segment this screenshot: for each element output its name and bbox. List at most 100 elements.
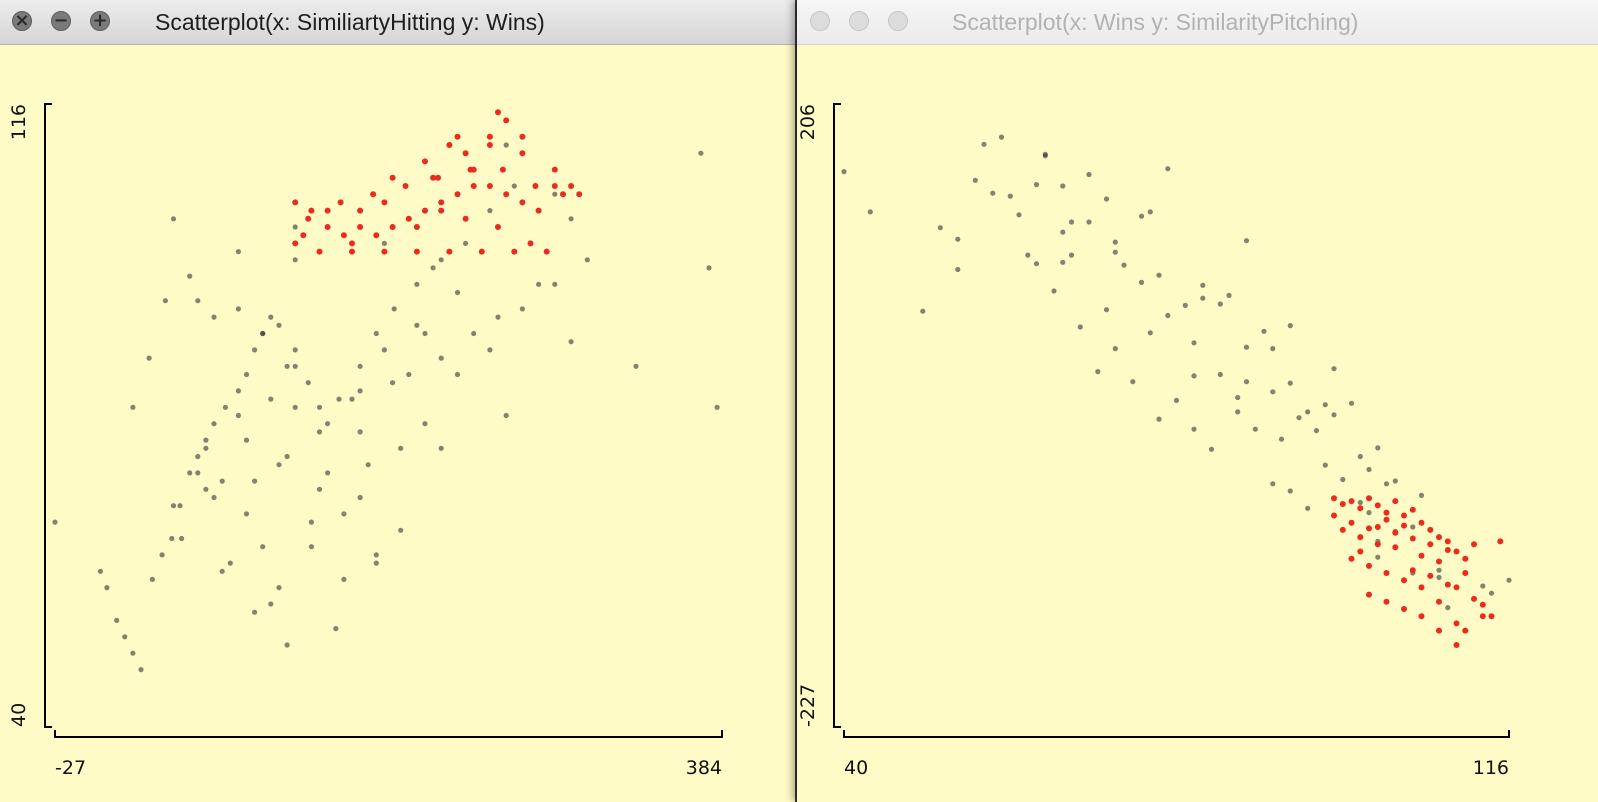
data-point[interactable] (130, 650, 136, 656)
data-point[interactable] (1182, 302, 1188, 308)
data-point[interactable] (1287, 323, 1293, 329)
selected-data-point[interactable] (1418, 584, 1425, 591)
selected-data-point[interactable] (308, 207, 315, 214)
data-point[interactable] (211, 421, 217, 427)
data-point[interactable] (170, 216, 177, 222)
selected-data-point[interactable] (1471, 541, 1477, 548)
data-point[interactable] (1375, 445, 1381, 451)
data-point[interactable] (422, 421, 428, 427)
selected-data-point[interactable] (381, 199, 388, 206)
data-point[interactable] (1366, 510, 1372, 516)
selected-data-point[interactable] (370, 191, 377, 198)
data-point[interactable] (1025, 252, 1031, 258)
data-point[interactable] (1287, 380, 1293, 386)
data-point[interactable] (222, 404, 228, 410)
selected-data-point[interactable] (1418, 552, 1425, 559)
data-point[interactable] (1357, 499, 1363, 506)
data-point[interactable] (305, 380, 311, 386)
data-point[interactable] (373, 552, 379, 558)
selected-data-point[interactable] (576, 191, 583, 198)
selected-data-point[interactable] (337, 199, 344, 206)
selected-data-point[interactable] (373, 232, 380, 239)
data-point[interactable] (325, 470, 331, 476)
data-point[interactable] (235, 412, 241, 419)
data-point[interactable] (1418, 492, 1425, 498)
scatterplot-wins-pitching[interactable]: 40 116 206 -227 (797, 44, 1598, 802)
selected-data-point[interactable] (1357, 534, 1364, 541)
selected-data-point[interactable] (1383, 516, 1390, 523)
selected-data-point[interactable] (413, 224, 420, 230)
selected-data-point[interactable] (1479, 613, 1486, 620)
data-point[interactable] (1506, 577, 1512, 583)
data-point[interactable] (1331, 412, 1337, 418)
selected-data-point[interactable] (1401, 512, 1407, 519)
data-point[interactable] (1200, 282, 1206, 288)
data-point[interactable] (1156, 416, 1162, 422)
data-point[interactable] (292, 347, 298, 353)
selected-data-point[interactable] (1488, 613, 1495, 620)
selected-data-point[interactable] (1436, 534, 1442, 541)
selected-data-point[interactable] (519, 199, 526, 206)
selected-data-point[interactable] (349, 248, 355, 255)
data-point[interactable] (955, 236, 961, 242)
data-point[interactable] (398, 527, 404, 533)
selected-data-point[interactable] (1436, 598, 1442, 605)
data-point[interactable] (390, 380, 396, 386)
scatterplot-window-hitting-vs-wins[interactable]: × − + Scatterplot(x: SimiliartyHitting y… (0, 0, 795, 802)
data-point[interactable] (1375, 554, 1381, 560)
data-point[interactable] (1270, 346, 1276, 352)
data-point[interactable] (414, 322, 420, 328)
data-point[interactable] (1436, 567, 1442, 573)
data-point[interactable] (1060, 259, 1066, 265)
data-point[interactable] (243, 437, 250, 443)
data-point[interactable] (276, 322, 282, 328)
selected-data-point[interactable] (1374, 524, 1381, 530)
data-point[interactable] (1235, 409, 1241, 415)
data-point[interactable] (1121, 262, 1127, 268)
data-point[interactable] (955, 266, 961, 273)
data-point[interactable] (195, 298, 201, 304)
selected-data-point[interactable] (1409, 535, 1416, 542)
data-point[interactable] (1103, 307, 1110, 313)
data-point[interactable] (503, 412, 509, 419)
data-point[interactable] (487, 208, 493, 214)
data-point[interactable] (308, 519, 314, 525)
selected-data-point[interactable] (300, 232, 307, 239)
data-point[interactable] (149, 576, 155, 583)
data-point[interactable] (1243, 238, 1250, 244)
selected-data-point[interactable] (435, 174, 441, 181)
data-point[interactable] (1165, 166, 1171, 172)
data-point[interactable] (349, 396, 355, 402)
selected-data-point[interactable] (1436, 627, 1442, 634)
data-point[interactable] (1077, 324, 1083, 330)
selected-data-point[interactable] (511, 248, 518, 255)
minimize-icon[interactable] (849, 11, 869, 31)
data-point[interactable] (1138, 213, 1145, 219)
selected-data-point[interactable] (1444, 538, 1451, 545)
data-point[interactable] (203, 486, 209, 492)
selected-data-point[interactable] (1348, 555, 1355, 562)
selected-data-point[interactable] (1427, 572, 1434, 579)
data-point[interactable] (438, 257, 444, 263)
data-point[interactable] (998, 134, 1005, 140)
data-point[interactable] (357, 429, 363, 435)
data-point[interactable] (1252, 426, 1258, 432)
selected-data-point[interactable] (478, 248, 485, 255)
data-point[interactable] (1042, 151, 1048, 157)
data-point[interactable] (1033, 182, 1040, 188)
points-selected[interactable] (1331, 495, 1504, 648)
data-point[interactable] (1051, 288, 1057, 294)
data-point[interactable] (235, 249, 241, 255)
close-icon[interactable]: × (12, 11, 32, 31)
data-point[interactable] (381, 240, 387, 246)
selected-data-point[interactable] (1444, 581, 1451, 588)
selected-data-point[interactable] (486, 183, 493, 189)
data-point[interactable] (203, 445, 209, 451)
selected-data-point[interactable] (1366, 562, 1372, 569)
data-point[interactable] (1270, 481, 1276, 487)
data-point[interactable] (284, 642, 290, 648)
selected-data-point[interactable] (499, 166, 506, 173)
data-point[interactable] (1165, 312, 1171, 319)
selected-data-point[interactable] (1392, 498, 1399, 505)
data-point[interactable] (252, 609, 258, 615)
